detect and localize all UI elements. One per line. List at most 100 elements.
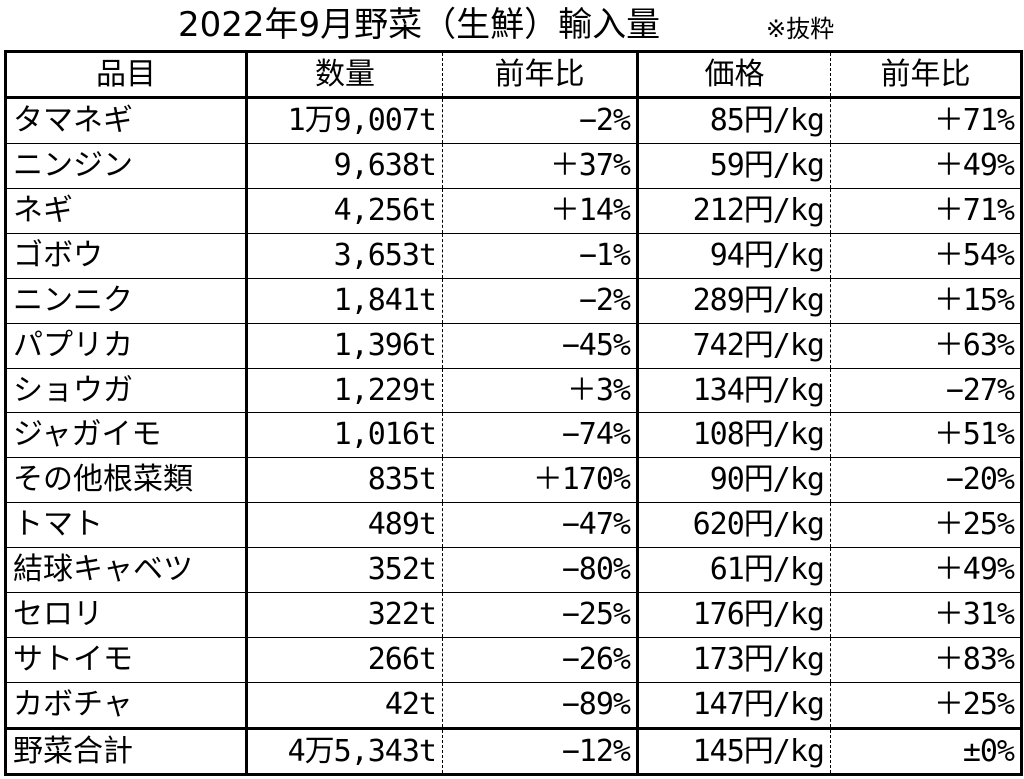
cell-price-yoy: ＋31% [830,592,1022,639]
cell-item: トマト [5,502,248,549]
cell-item: サトイモ [5,637,248,683]
total-volume: 4万5,343t [246,727,443,775]
total-item: 野菜合計 [5,727,248,775]
cell-volume: 42t [246,682,443,729]
cell-volume-yoy: ＋3% [442,367,639,414]
cell-volume-yoy: ＋14% [442,187,639,234]
table-row: パプリカ 1,396t −45% 742円/kg ＋63% [5,322,1022,369]
cell-volume-yoy: −74% [442,412,639,459]
cell-item: ネギ [5,187,248,234]
header-volume: 数量 [246,51,443,99]
cell-price: 176円/kg [637,592,831,639]
cell-item: ニンジン [5,142,248,189]
cell-volume: 1,229t [246,367,443,414]
cell-price: 61円/kg [637,547,831,594]
table-row: ネギ 4,256t ＋14% 212円/kg ＋71% [5,187,1022,234]
title-bar: 2022年9月野菜（生鮮）輸入量 ※抜粋 [0,0,1024,50]
cell-volume: 3,653t [246,232,443,279]
cell-item: カボチャ [5,682,248,729]
cell-price: 90円/kg [637,457,831,504]
cell-volume: 322t [246,592,443,639]
header-item: 品目 [5,51,248,99]
cell-price: 108円/kg [637,412,831,459]
excerpt-note: ※抜粋 [766,15,835,43]
cell-volume: 352t [246,547,443,594]
header-price: 価格 [637,51,831,99]
cell-item: ショウガ [5,367,248,414]
cell-item: 結球キャベツ [5,547,248,594]
cell-volume: 1,841t [246,277,443,324]
cell-price-yoy: ＋71% [830,97,1022,144]
cell-price: 173円/kg [637,637,831,683]
table-row: カボチャ 42t −89% 147円/kg ＋25% [5,682,1022,729]
cell-price: 85円/kg [637,97,831,144]
cell-price: 742円/kg [637,322,831,369]
table-row: タマネギ 1万9,007t −2% 85円/kg ＋71% [5,97,1022,144]
table-row: ショウガ 1,229t ＋3% 134円/kg −27% [5,367,1022,414]
cell-volume-yoy: −45% [442,322,639,369]
total-volume-yoy: −12% [442,727,639,775]
cell-volume-yoy: −2% [442,97,639,144]
table-row: 結球キャベツ 352t −80% 61円/kg ＋49% [5,547,1022,594]
table-row: ニンジン 9,638t ＋37% 59円/kg ＋49% [5,142,1022,189]
cell-price-yoy: ＋49% [830,142,1022,189]
cell-price-yoy: −20% [830,457,1022,504]
cell-price-yoy: ＋63% [830,322,1022,369]
cell-item: ジャガイモ [5,412,248,459]
cell-price: 289円/kg [637,277,831,324]
cell-price: 212円/kg [637,187,831,234]
cell-price-yoy: ＋49% [830,547,1022,594]
cell-volume-yoy: −47% [442,502,639,549]
table-row: ニンニク 1,841t −2% 289円/kg ＋15% [5,277,1022,324]
header-price-yoy: 前年比 [830,51,1022,99]
cell-volume-yoy: −2% [442,277,639,324]
cell-volume: 4,256t [246,187,443,234]
cell-volume: 835t [246,457,443,504]
cell-volume: 9,638t [246,142,443,189]
table-row: セロリ 322t −25% 176円/kg ＋31% [5,592,1022,639]
cell-price: 59円/kg [637,142,831,189]
table-row: ジャガイモ 1,016t −74% 108円/kg ＋51% [5,412,1022,459]
cell-price-yoy: ＋83% [830,637,1022,683]
cell-price-yoy: ＋25% [830,682,1022,729]
cell-item: パプリカ [5,322,248,369]
cell-price: 620円/kg [637,502,831,549]
cell-item: ゴボウ [5,232,248,279]
table-body: タマネギ 1万9,007t −2% 85円/kg ＋71% ニンジン 9,638t ＋37% 5… [5,97,1022,729]
cell-price: 147円/kg [637,682,831,729]
cell-price-yoy: ＋15% [830,277,1022,324]
table-row: サトイモ 266t −26% 173円/kg ＋83% [5,637,1022,683]
cell-volume-yoy: ＋170% [442,457,639,504]
cell-volume: 1,396t [246,322,443,369]
header-row: 品目 数量 前年比 価格 前年比 [5,51,1022,99]
cell-price-yoy: −27% [830,367,1022,414]
cell-price-yoy: ＋54% [830,232,1022,279]
cell-item: セロリ [5,592,248,639]
cell-price: 134円/kg [637,367,831,414]
total-price-yoy: ±0% [830,727,1022,775]
cell-item: その他根菜類 [5,457,248,504]
cell-volume: 266t [246,637,443,683]
table-row: ゴボウ 3,653t −1% 94円/kg ＋54% [5,232,1022,279]
page-title: 2022年9月野菜（生鮮）輸入量 [178,5,661,45]
cell-volume-yoy: −1% [442,232,639,279]
cell-price-yoy: ＋51% [830,412,1022,459]
total-price: 145円/kg [637,727,831,775]
table-row: トマト 489t −47% 620円/kg ＋25% [5,502,1022,549]
cell-volume-yoy: −80% [442,547,639,594]
total-row: 野菜合計 4万5,343t −12% 145円/kg ±0% [5,727,1022,775]
cell-price-yoy: ＋25% [830,502,1022,549]
header-volume-yoy: 前年比 [442,51,639,99]
cell-volume: 489t [246,502,443,549]
cell-volume: 1万9,007t [246,97,443,144]
cell-volume-yoy: −26% [442,637,639,683]
cell-price-yoy: ＋71% [830,187,1022,234]
cell-volume-yoy: −25% [442,592,639,639]
import-table: 品目 数量 前年比 価格 前年比 タマネギ 1万9,007t −2% 85円/kg ＋7… [4,50,1023,776]
table-row: その他根菜類 835t ＋170% 90円/kg −20% [5,457,1022,504]
cell-item: タマネギ [5,97,248,144]
cell-volume: 1,016t [246,412,443,459]
cell-volume-yoy: ＋37% [442,142,639,189]
cell-price: 94円/kg [637,232,831,279]
cell-volume-yoy: −89% [442,682,639,729]
